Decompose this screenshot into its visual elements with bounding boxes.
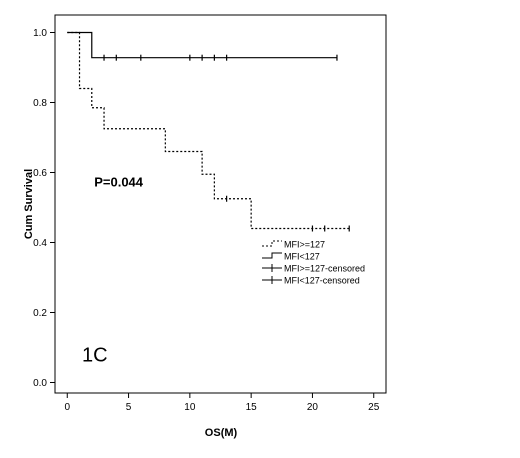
legend: MFI>=127 MFI<127 MFI>=127-censored MFI<127-…: [262, 240, 365, 286]
y-tick-label: 1.0: [33, 28, 47, 39]
legend-label: MFI<127-censored: [284, 276, 360, 286]
legend-entry: MFI<127: [262, 252, 320, 262]
legend-label: MFI>=127: [284, 240, 325, 250]
x-tick-label: 0: [64, 402, 70, 413]
y-tick-label: 0.8: [33, 98, 47, 109]
series-line-1: [67, 31, 337, 59]
legend-entry: MFI<127-censored: [262, 276, 360, 286]
x-tick-label: 5: [126, 402, 132, 413]
x-tick-label: 10: [184, 402, 196, 413]
x-tick-label: 25: [368, 402, 380, 413]
p-value-annotation: P=0.044: [94, 175, 144, 190]
panel-label: 1C: [82, 345, 108, 367]
x-axis: 0 5 10 15 20 25: [64, 393, 380, 413]
x-tick-label: 15: [246, 402, 258, 413]
y-tick-label: 0.0: [33, 378, 47, 389]
legend-label: MFI>=127-censored: [284, 264, 365, 274]
y-axis: 0.0 0.2 0.4 0.6 0.8 1.0: [33, 28, 55, 389]
censor-layer: [103, 54, 350, 232]
legend-label: MFI<127: [284, 252, 320, 262]
series-line-0: [67, 31, 350, 230]
y-tick-label: 0.6: [33, 168, 47, 179]
x-axis-label: OS(M): [205, 427, 238, 439]
legend-entry: MFI>=127: [262, 240, 325, 250]
series-layer: [67, 31, 350, 230]
legend-swatch: [262, 252, 282, 259]
y-tick-label: 0.4: [33, 238, 47, 249]
plot-frame: [54, 14, 387, 394]
x-tick-label: 20: [307, 402, 319, 413]
y-tick-label: 0.2: [33, 308, 47, 319]
legend-swatch: [262, 240, 282, 247]
y-axis-label: Cum Survival: [23, 169, 35, 239]
legend-entry: MFI>=127-censored: [262, 264, 365, 274]
